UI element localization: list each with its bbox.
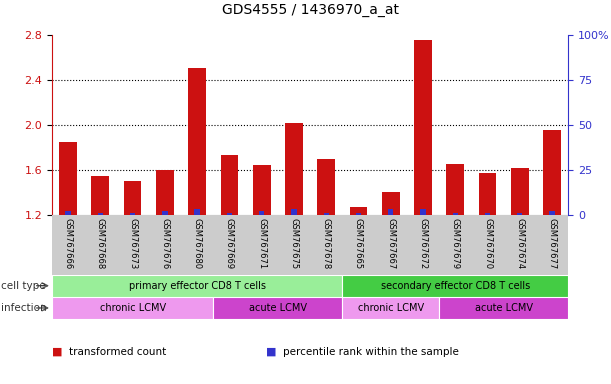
Text: chronic LCMV: chronic LCMV	[357, 303, 424, 313]
Bar	[291, 209, 296, 215]
Text: GSM767680: GSM767680	[192, 218, 202, 269]
Text: GSM767677: GSM767677	[547, 218, 557, 269]
Bar	[420, 209, 426, 215]
Text: GSM767669: GSM767669	[225, 218, 234, 269]
Bar	[194, 209, 200, 215]
Bar	[259, 210, 265, 215]
Bar	[382, 192, 400, 215]
Text: acute LCMV: acute LCMV	[249, 303, 307, 313]
Text: GSM767666: GSM767666	[64, 218, 73, 269]
Text: GSM767665: GSM767665	[354, 218, 363, 269]
Bar	[52, 275, 342, 297]
Bar	[227, 213, 232, 215]
Bar	[124, 181, 142, 215]
Bar	[356, 213, 361, 215]
Text: GDS4555 / 1436970_a_at: GDS4555 / 1436970_a_at	[222, 3, 398, 17]
Bar	[342, 297, 439, 319]
Text: chronic LCMV: chronic LCMV	[100, 303, 166, 313]
Bar	[92, 175, 109, 215]
Text: GSM767673: GSM767673	[128, 218, 137, 269]
Bar	[388, 209, 393, 215]
Text: GSM767674: GSM767674	[515, 218, 524, 269]
Bar	[52, 297, 213, 319]
Text: infection: infection	[1, 303, 46, 313]
Bar	[349, 207, 367, 215]
Text: GSM767670: GSM767670	[483, 218, 492, 269]
Bar	[188, 68, 206, 215]
Text: GSM767679: GSM767679	[451, 218, 460, 269]
Text: GSM767672: GSM767672	[419, 218, 428, 269]
Bar	[317, 159, 335, 215]
Text: ■: ■	[266, 347, 276, 357]
Bar	[285, 122, 303, 215]
Bar	[130, 213, 135, 215]
Bar	[511, 168, 529, 215]
Bar	[324, 213, 329, 215]
Text: GSM767671: GSM767671	[257, 218, 266, 269]
Text: GSM767667: GSM767667	[386, 218, 395, 269]
Bar	[342, 275, 568, 297]
Text: secondary effector CD8 T cells: secondary effector CD8 T cells	[381, 281, 530, 291]
Bar	[59, 142, 77, 215]
Bar	[485, 213, 490, 215]
Bar	[221, 155, 238, 215]
Text: GSM767675: GSM767675	[290, 218, 298, 269]
Bar	[414, 40, 432, 215]
Bar	[478, 173, 496, 215]
Text: GSM767668: GSM767668	[96, 218, 105, 269]
Bar	[517, 213, 522, 215]
Text: acute LCMV: acute LCMV	[475, 303, 533, 313]
Bar	[453, 213, 458, 215]
Bar	[543, 131, 561, 215]
Text: GSM767678: GSM767678	[322, 218, 331, 269]
Text: ■: ■	[52, 347, 62, 357]
Bar	[162, 210, 167, 215]
Bar	[439, 297, 568, 319]
Bar	[253, 166, 271, 215]
Text: primary effector CD8 T cells: primary effector CD8 T cells	[129, 281, 266, 291]
Bar	[98, 213, 103, 215]
Bar	[447, 164, 464, 215]
Text: GSM767676: GSM767676	[160, 218, 169, 269]
Text: percentile rank within the sample: percentile rank within the sample	[283, 347, 459, 357]
Text: transformed count: transformed count	[69, 347, 166, 357]
Bar	[65, 210, 71, 215]
Bar	[549, 210, 555, 215]
Text: cell type: cell type	[1, 281, 45, 291]
Bar	[156, 170, 174, 215]
Bar	[213, 297, 342, 319]
